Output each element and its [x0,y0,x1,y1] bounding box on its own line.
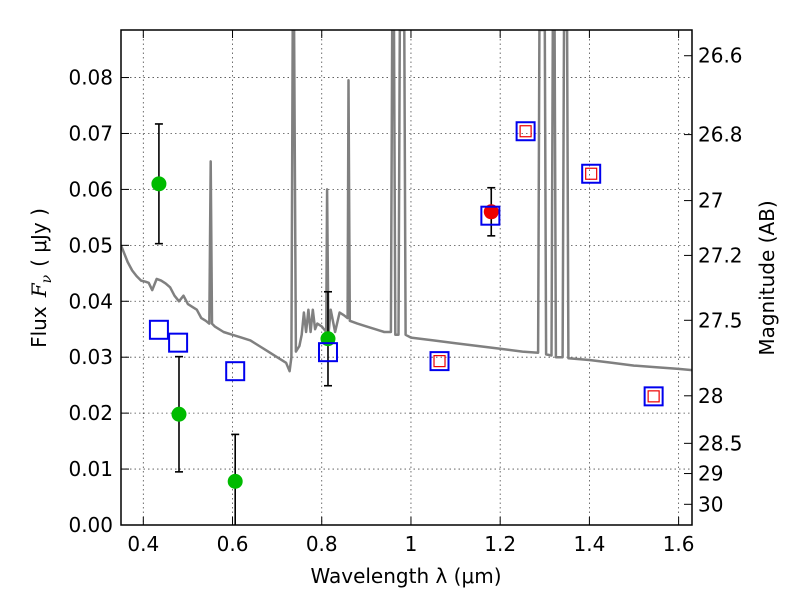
plot-content [121,30,692,525]
green-data-point [227,473,243,489]
y-tick-label: 0.04 [68,289,113,313]
right-tick-label: 26.8 [698,123,743,147]
blue-square-marker [317,342,338,363]
red-square-marker [585,167,598,180]
y-tick-label: 0.03 [68,345,113,369]
y-tick-label: 0.08 [68,66,113,90]
y-axis-title-flux: Flux [27,306,51,348]
spectrum-line [121,30,692,373]
green-data-point [151,176,167,192]
blue-square-marker [429,351,450,372]
right-tick-label: 30 [698,492,723,516]
x-tick-label: 0.6 [217,532,249,556]
x-tick-label: 1.2 [484,532,516,556]
right-tick-label: 27.2 [698,243,743,267]
right-tick-label: 27.5 [698,308,743,332]
x-tick-label: 1 [405,532,418,556]
y-axis-title: Flux Fν ( μJy ) [27,208,55,348]
right-axis-title: Magnitude (AB) [755,200,779,355]
y-tick-label: 0.02 [68,401,113,425]
y-axis-title-unit: ( μJy ) [27,208,51,267]
y-axis-title-subscript: ν [39,274,55,283]
plot-frame [120,29,693,526]
x-tick-label: 0.8 [306,532,338,556]
blue-square-marker [148,319,169,340]
blue-square-marker [480,205,501,226]
right-tick-label: 29 [698,462,723,486]
blue-square-marker [515,121,536,142]
blue-square-marker [643,386,664,407]
red-square-marker [433,355,446,368]
right-tick-label: 26.6 [698,44,743,68]
y-tick-label: 0.00 [68,513,113,537]
y-tick-label: 0.06 [68,177,113,201]
y-tick-label: 0.01 [68,457,113,481]
red-square-marker [519,125,532,138]
blue-square-marker [581,163,602,184]
red-square-marker [647,390,660,403]
blue-square-marker [168,332,189,353]
blue-square-marker [225,361,246,382]
right-tick-label: 28 [698,384,723,408]
ticks: 0.4 0.6 0.8 1 1.2 1.4 1.6 0.00 0.01 0.02 0.03 0.04 0… [68,30,743,556]
y-axis-title-symbol: F [27,282,51,298]
y-tick-label: 0.05 [68,233,113,257]
y-tick-label: 0.07 [68,121,113,145]
x-tick-label: 1.4 [573,532,605,556]
red-data-point [483,204,499,220]
x-axis-title: Wavelength λ (μm) [310,564,501,588]
right-tick-label: 28.5 [698,431,743,455]
x-tick-label: 1.6 [663,532,695,556]
x-tick-label: 0.4 [127,532,159,556]
grid [121,30,692,526]
right-tick-label: 27 [698,189,723,213]
green-data-point [171,406,187,422]
